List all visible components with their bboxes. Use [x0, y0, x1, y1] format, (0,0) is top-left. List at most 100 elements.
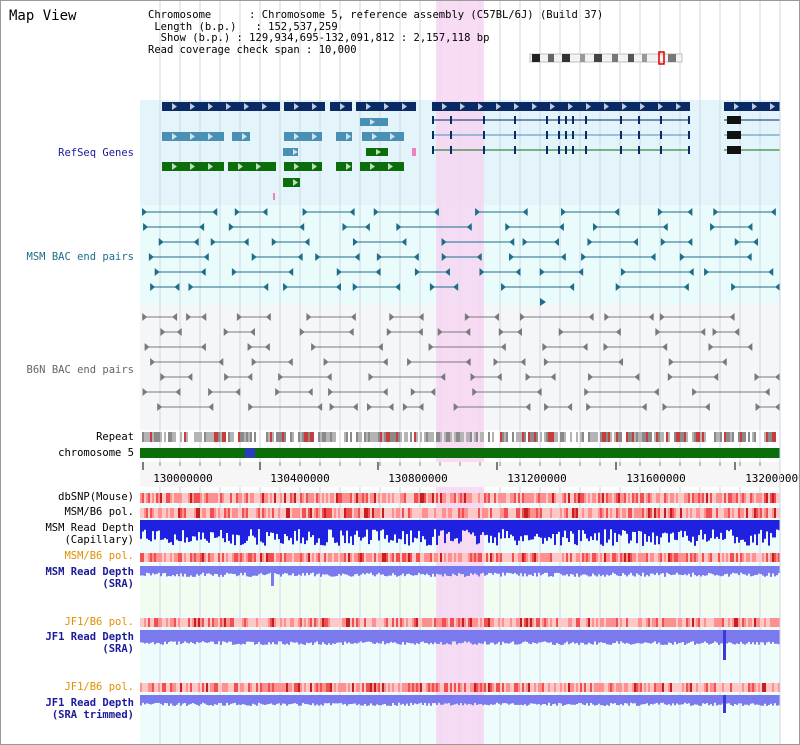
pol-cell: [692, 553, 694, 562]
pol-cell: [754, 508, 756, 518]
depth-bar: [508, 695, 510, 705]
bac-end-marker: [662, 343, 668, 351]
depth-bar: [452, 695, 454, 705]
track-label-b6n-bac[interactable]: B6N BAC end pairs: [26, 364, 134, 376]
pol-cell: [630, 493, 632, 503]
pol-cell: [482, 553, 484, 562]
depth-bar: [266, 695, 268, 705]
depth-bar: [378, 630, 380, 644]
page-title: Map View: [9, 8, 77, 24]
pol-cell: [214, 493, 216, 503]
repeat-block: [492, 432, 494, 442]
exon: [688, 131, 690, 139]
pol-cell: [738, 618, 740, 627]
depth-bar: [312, 566, 314, 573]
pol-cell: [456, 618, 458, 627]
pol-cell: [276, 553, 278, 562]
pol-cell: [270, 683, 272, 692]
pol-cell: [622, 508, 624, 518]
depth-bar: [374, 566, 376, 577]
depth-bar: [232, 630, 234, 645]
depth-bar: [166, 695, 168, 704]
exon: [450, 146, 452, 154]
depth-bar: [378, 695, 380, 706]
depth-bar: [226, 520, 228, 533]
pol-cell: [574, 618, 576, 627]
pol-cell: [318, 493, 320, 503]
depth-bar: [730, 520, 732, 530]
pol-cell: [604, 493, 606, 503]
depth-bar: [522, 630, 524, 643]
depth-bar: [558, 566, 560, 574]
pol-cell: [432, 553, 434, 562]
pol-cell: [310, 508, 312, 518]
depth-bar: [668, 695, 670, 705]
pol-cell: [730, 493, 732, 503]
pol-cell: [304, 553, 306, 562]
pol-cell: [720, 618, 722, 627]
bac-end-marker: [188, 283, 194, 291]
pol-cell: [164, 618, 166, 627]
pol-cell: [254, 683, 256, 692]
depth-bar: [400, 566, 402, 576]
depth-bar: [288, 520, 290, 541]
track-label-refseq[interactable]: RefSeq Genes: [58, 147, 134, 159]
bac-end-marker: [505, 223, 511, 231]
pol-cell: [722, 493, 724, 503]
pol-cell: [348, 508, 350, 518]
depth-bar: [660, 695, 662, 703]
depth-bar: [662, 520, 664, 534]
pol-cell: [522, 553, 524, 562]
depth-bar: [734, 566, 736, 574]
pol-cell: [244, 618, 246, 627]
pol-cell: [290, 493, 292, 503]
depth-bar: [470, 566, 472, 574]
pol-cell: [178, 508, 180, 518]
depth-bar: [298, 520, 300, 530]
gene-arrow: [388, 163, 393, 170]
pol-cell: [436, 553, 438, 562]
depth-bar: [696, 520, 698, 541]
pol-cell: [394, 508, 396, 518]
pol-cell: [774, 683, 776, 692]
depth-bar: [364, 695, 366, 704]
pol-cell: [154, 493, 156, 503]
depth-bar: [746, 520, 748, 546]
pol-cell: [676, 683, 678, 692]
depth-bar: [142, 566, 144, 576]
depth-bar: [544, 520, 546, 538]
exon: [483, 131, 485, 139]
pol-cell: [366, 493, 368, 503]
pol-cell: [162, 553, 164, 562]
pol-cell: [206, 683, 208, 692]
gene-arrow: [346, 133, 351, 140]
pol-cell: [160, 508, 162, 518]
track-label-msm-bac[interactable]: MSM BAC end pairs: [26, 251, 134, 263]
depth-bar: [610, 566, 612, 575]
pol-cell: [608, 553, 610, 562]
repeat-block: [370, 432, 372, 442]
pol-cell: [394, 683, 396, 692]
depth-bar: [346, 695, 348, 706]
pol-cell: [610, 493, 612, 503]
depth-bar: [364, 566, 366, 575]
bac-end-marker: [236, 313, 242, 321]
repeat-block: [704, 432, 706, 442]
pol-cell: [484, 493, 486, 503]
pol-cell: [726, 493, 728, 503]
depth-bar: [714, 566, 716, 576]
pol-cell: [568, 508, 570, 518]
depth-bar: [644, 630, 646, 643]
exon: [727, 116, 741, 124]
pol-cell: [658, 493, 660, 503]
pol-cell: [690, 618, 692, 627]
pol-cell: [414, 683, 416, 692]
gene-arrow: [256, 163, 261, 170]
pol-cell: [142, 493, 144, 503]
pol-cell: [282, 493, 284, 503]
pol-cell: [618, 683, 620, 692]
pol-cell: [654, 683, 656, 692]
bac-end-marker: [311, 343, 317, 351]
pol-cell: [614, 553, 616, 562]
